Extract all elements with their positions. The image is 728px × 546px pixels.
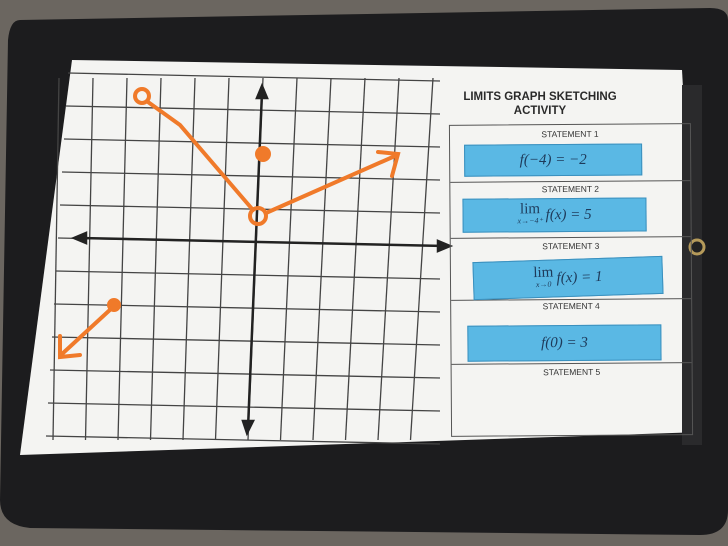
filled-point-f0 xyxy=(255,146,271,162)
grid-line-horizontal xyxy=(49,369,441,379)
grid-line-vertical xyxy=(214,77,230,441)
left-ray xyxy=(60,306,114,356)
orange-sketch xyxy=(58,87,401,360)
open-point-top-left xyxy=(133,87,151,105)
statement-label: STATEMENT 2 xyxy=(541,183,599,195)
statement-3-row: STATEMENT 3 lim x→0 f(x) = 1 xyxy=(450,236,692,301)
left-arrowhead xyxy=(58,334,82,360)
grid-line-vertical xyxy=(279,77,298,441)
worksheet-title: LIMITS GRAPH SKETCHING ACTIVITY xyxy=(463,91,617,117)
grid-line-vertical xyxy=(84,77,94,441)
x-axis xyxy=(79,236,446,248)
statement-label: STATEMENT 3 xyxy=(542,240,600,252)
right-arrowhead xyxy=(376,150,401,178)
grid-line-vertical xyxy=(52,77,60,441)
statement-2-row: STATEMENT 2 lim x→−4⁺ f(x) = 5 xyxy=(450,180,691,239)
statement-1-row: STATEMENT 1 f(−4) = −2 xyxy=(449,124,691,183)
right-ray xyxy=(264,154,397,215)
grid-line-vertical xyxy=(117,77,128,441)
grid-line-vertical xyxy=(149,77,162,441)
statement-card[interactable]: lim x→−4⁺ f(x) = 5 xyxy=(462,197,647,233)
grid-line-horizontal xyxy=(63,138,441,148)
grid-line-horizontal xyxy=(51,336,441,346)
statements-table: STATEMENT 1 f(−4) = −2 STATEMENT 2 lim x→… xyxy=(448,123,694,437)
axes xyxy=(70,82,454,437)
statement-label: STATEMENT 4 xyxy=(542,300,600,312)
statement-card[interactable]: f(−4) = −2 xyxy=(464,143,643,177)
statement-label: STATEMENT 1 xyxy=(541,128,599,140)
statement-5-row: STATEMENT 5 xyxy=(452,362,692,434)
grid-line-horizontal xyxy=(47,402,441,412)
lim-notation: lim x→−4⁺ xyxy=(517,201,543,226)
grid-line-vertical xyxy=(312,77,332,441)
statement-4-row: STATEMENT 4 f(0) = 3 xyxy=(451,298,692,365)
grid-line-vertical xyxy=(344,77,366,441)
grid-line-horizontal xyxy=(45,435,441,445)
open-point-origin-limit xyxy=(248,206,268,226)
grid-line-vertical xyxy=(377,77,400,441)
clip-strip xyxy=(682,85,702,445)
statement-label: STATEMENT 5 xyxy=(543,366,601,378)
grommet xyxy=(688,238,706,256)
grid-line-vertical xyxy=(409,77,434,441)
grid-line-horizontal xyxy=(65,105,441,115)
statement-card[interactable]: f(0) = 3 xyxy=(467,324,662,362)
statement-card[interactable]: lim x→0 f(x) = 1 xyxy=(472,255,664,301)
grid-line-horizontal xyxy=(61,171,441,181)
left-segment xyxy=(146,100,255,212)
grid-line-horizontal xyxy=(55,270,441,280)
grid-line-horizontal xyxy=(67,72,441,82)
lim-notation: lim x→0 xyxy=(533,264,554,290)
